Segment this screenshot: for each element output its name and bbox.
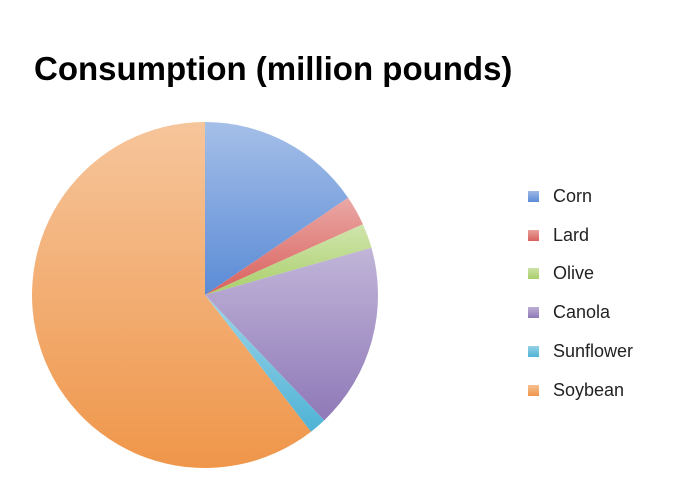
legend-item-corn: Corn xyxy=(528,186,592,207)
legend-swatch xyxy=(528,268,539,280)
pie-slice-soybean xyxy=(31,122,312,468)
legend-swatch xyxy=(528,345,539,357)
pie-slice-olive xyxy=(205,224,372,295)
pie-slice-canola xyxy=(205,247,378,421)
legend-item-canola: Canola xyxy=(528,302,610,323)
legend-label: Soybean xyxy=(553,379,625,400)
pie-slice-corn xyxy=(205,122,349,295)
legend-label: Corn xyxy=(553,186,593,206)
legend-item-soybean: Soybean xyxy=(528,380,624,401)
legend-label: Olive xyxy=(553,263,595,284)
legend-label: Sunflower xyxy=(553,340,634,361)
legend-item-lard: Lard xyxy=(528,225,589,246)
legend-item-olive: Olive xyxy=(528,263,594,284)
pie-slice-lard xyxy=(205,197,363,295)
pie-slice-sunflower xyxy=(205,295,325,432)
legend-swatch xyxy=(528,229,539,241)
legend-swatch xyxy=(528,307,539,319)
legend-label: Lard xyxy=(553,224,590,245)
legend-swatch xyxy=(528,191,539,202)
chart-title: Consumption (million pounds) xyxy=(34,50,513,87)
legend-swatch xyxy=(528,384,539,396)
legend-label: Canola xyxy=(553,302,611,323)
legend-item-sunflower: Sunflower xyxy=(528,341,633,362)
